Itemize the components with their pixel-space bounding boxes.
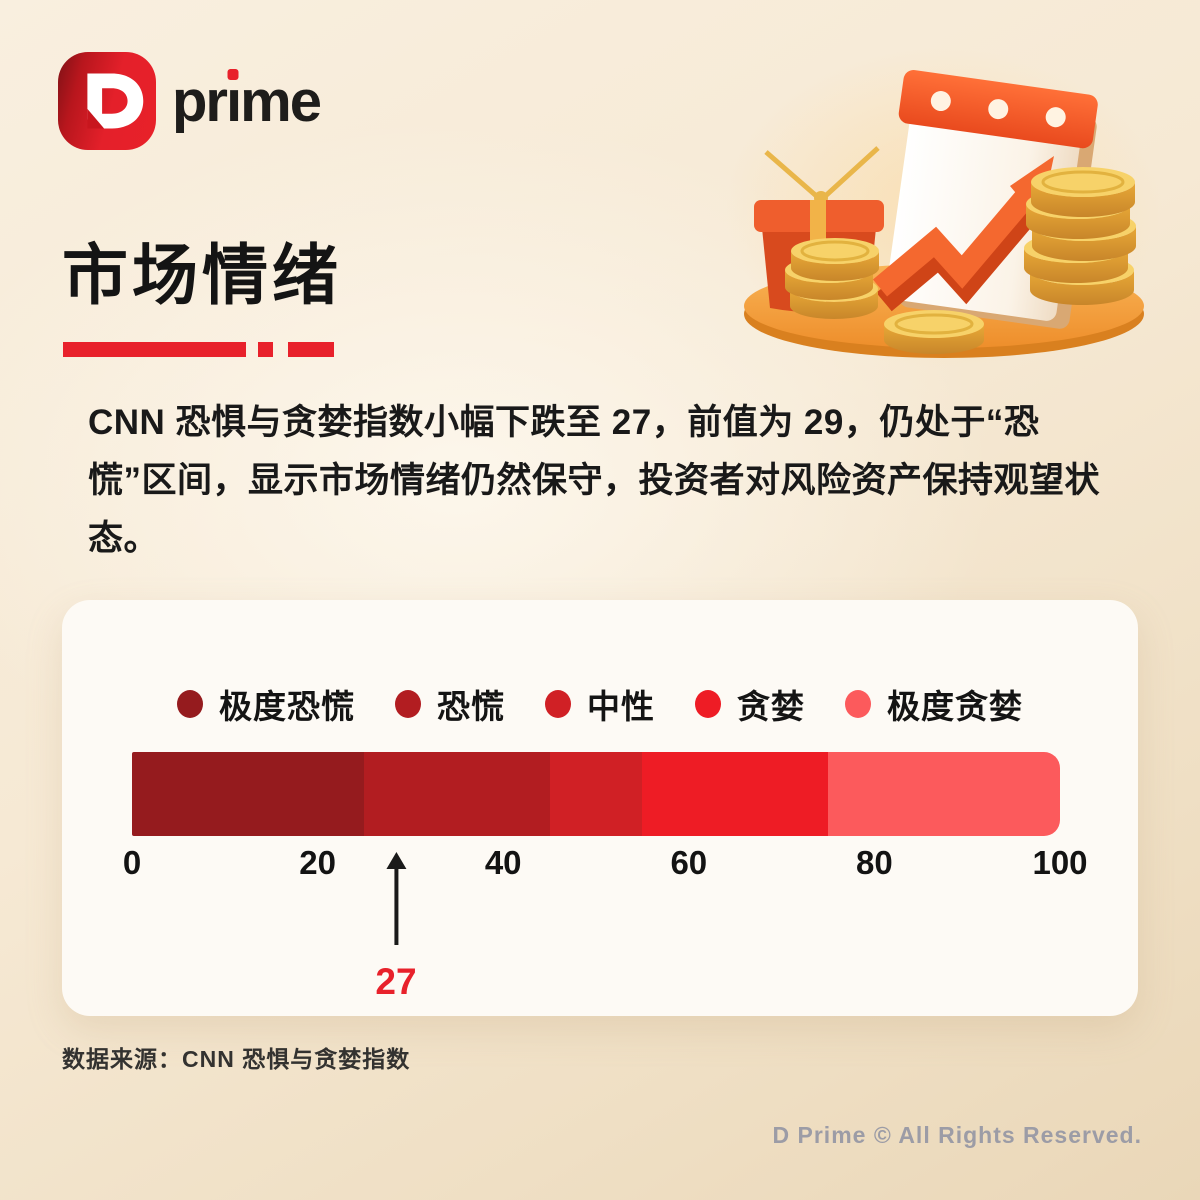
brand-wordmark: pr ı me bbox=[172, 68, 322, 135]
axis-tick: 40 bbox=[484, 844, 522, 881]
legend-marker-icon bbox=[177, 690, 203, 718]
axis-tick: 0 bbox=[122, 844, 142, 881]
underline-bar-long bbox=[63, 342, 246, 357]
brand-i-dot bbox=[227, 68, 239, 80]
copyright-note: D Prime © All Rights Reserved. bbox=[772, 1122, 1142, 1148]
coin-front bbox=[884, 310, 984, 354]
gauge-segment-greed bbox=[642, 752, 828, 836]
arrow-up-icon bbox=[386, 852, 406, 869]
brand-word-post: me bbox=[240, 68, 322, 134]
legend-item-neutral: 中性 bbox=[545, 680, 655, 728]
legend-item-extreme-fear: 极度恐慌 bbox=[177, 680, 355, 728]
axis-tick: 60 bbox=[670, 844, 708, 881]
data-source-note: 数据来源：CNN 恐惧与贪婪指数 bbox=[62, 1046, 411, 1072]
letter-d-glyph bbox=[87, 73, 144, 129]
gauge-segment-extreme-fear bbox=[132, 752, 364, 836]
gauge-segment-neutral bbox=[549, 752, 643, 836]
legend-marker-icon bbox=[695, 690, 721, 718]
current-value-label: 27 bbox=[375, 961, 417, 1002]
summary-text: CNN 恐惧与贪婪指数小幅下跌至 27，前值为 29，仍处于“恐慌”区间，显示市… bbox=[88, 403, 1101, 558]
gauge-segment-extreme-greed bbox=[827, 752, 1060, 836]
legend-marker-icon bbox=[545, 690, 571, 718]
axis-tick: 80 bbox=[856, 844, 893, 881]
legend-item-extreme-greed: 极度贪婪 bbox=[845, 680, 1023, 728]
legend-item-greed: 贪婪 bbox=[695, 680, 805, 728]
underline-dot bbox=[258, 342, 273, 357]
axis-tick: 20 bbox=[299, 844, 336, 881]
coin-stack-right bbox=[1024, 167, 1136, 305]
pointer-line bbox=[394, 869, 398, 945]
axis-ticks: 0 20 40 60 80 100 bbox=[123, 844, 1088, 884]
underline-bar-short bbox=[288, 342, 334, 357]
page-title: 市场情绪 bbox=[62, 238, 342, 312]
gauge-segment-fear bbox=[364, 752, 550, 836]
title-underline bbox=[63, 342, 334, 357]
legend-marker-icon bbox=[845, 690, 871, 718]
brand-word-pre: pr bbox=[172, 68, 228, 134]
d-prime-logo-icon bbox=[58, 52, 156, 150]
gauge-bar bbox=[132, 752, 1060, 836]
legend-item-fear: 恐慌 bbox=[395, 680, 505, 728]
axis-tick: 100 bbox=[1032, 844, 1088, 881]
chart-card: 极度恐慌 恐慌 中性 贪婪 极度贪婪 bbox=[62, 600, 1138, 1016]
current-value-pointer: 27 bbox=[375, 852, 417, 1003]
brand-word-i: ı bbox=[226, 68, 242, 134]
coin-stack-left bbox=[785, 238, 879, 319]
calendar-growth-coins-illustration bbox=[726, 48, 1162, 368]
brand-logo: pr ı me bbox=[58, 52, 322, 150]
chart-legend: 极度恐慌 恐慌 中性 贪婪 极度贪婪 bbox=[62, 680, 1138, 728]
legend-marker-icon bbox=[395, 690, 421, 718]
